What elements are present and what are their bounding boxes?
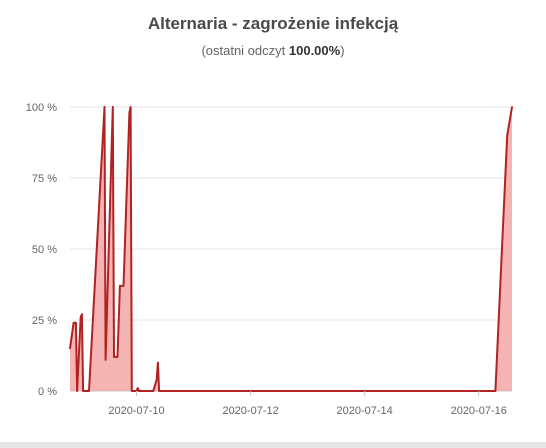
data-point — [69, 347, 71, 350]
data-point — [128, 111, 131, 114]
series-points — [69, 106, 513, 392]
data-point — [136, 387, 139, 390]
chart-subtitle: (ostatni odczyt 100.00%) — [0, 43, 546, 58]
series-line — [69, 106, 513, 392]
data-point — [116, 356, 119, 358]
subtitle-suffix: ) — [340, 43, 345, 58]
series-area — [70, 107, 512, 391]
x-tick-label: 2020-07-16 — [451, 405, 507, 417]
last-reading-value: 100.00% — [288, 43, 341, 58]
data-point — [152, 390, 155, 392]
x-tick-label: 2020-07-14 — [337, 405, 393, 417]
data-point — [88, 390, 90, 392]
subtitle-prefix: (ostatni odczyt — [201, 43, 289, 58]
data-point — [129, 106, 132, 108]
data-point — [79, 316, 82, 319]
data-point — [138, 390, 140, 392]
data-point — [506, 134, 509, 137]
data-point — [72, 321, 75, 324]
data-point — [111, 106, 114, 108]
gridlines — [70, 106, 512, 392]
y-tick-label: 50 % — [32, 244, 57, 256]
data-point — [103, 106, 106, 108]
data-point — [75, 321, 77, 324]
data-point — [122, 285, 125, 287]
x-tick-label: 2020-07-12 — [222, 405, 278, 417]
y-tick-label: 0 % — [38, 386, 57, 398]
data-point — [158, 390, 161, 392]
bottom-scrollbar[interactable] — [0, 442, 546, 448]
x-tick-label: 2020-07-10 — [108, 405, 164, 417]
data-point — [76, 390, 78, 392]
y-tick-label: 25 % — [32, 315, 57, 327]
data-point — [130, 390, 133, 392]
data-point — [113, 356, 115, 358]
data-point — [104, 358, 107, 361]
data-point — [155, 378, 158, 381]
data-point — [82, 390, 84, 392]
y-tick-label: 100 % — [26, 102, 57, 114]
y-tick-label: 75 % — [32, 173, 57, 185]
data-point — [119, 285, 121, 287]
data-point — [81, 313, 83, 316]
data-point — [157, 361, 159, 364]
data-point — [494, 390, 497, 392]
data-point — [511, 106, 513, 108]
y-axis-ticks: 0 % 25 % 50 % 75 % 100 % — [26, 102, 57, 398]
chart-title: Alternaria - zagrożenie infekcją — [147, 14, 399, 33]
x-axis-ticks: 2020-07-10 2020-07-12 2020-07-14 2020-07-16 — [108, 391, 507, 417]
